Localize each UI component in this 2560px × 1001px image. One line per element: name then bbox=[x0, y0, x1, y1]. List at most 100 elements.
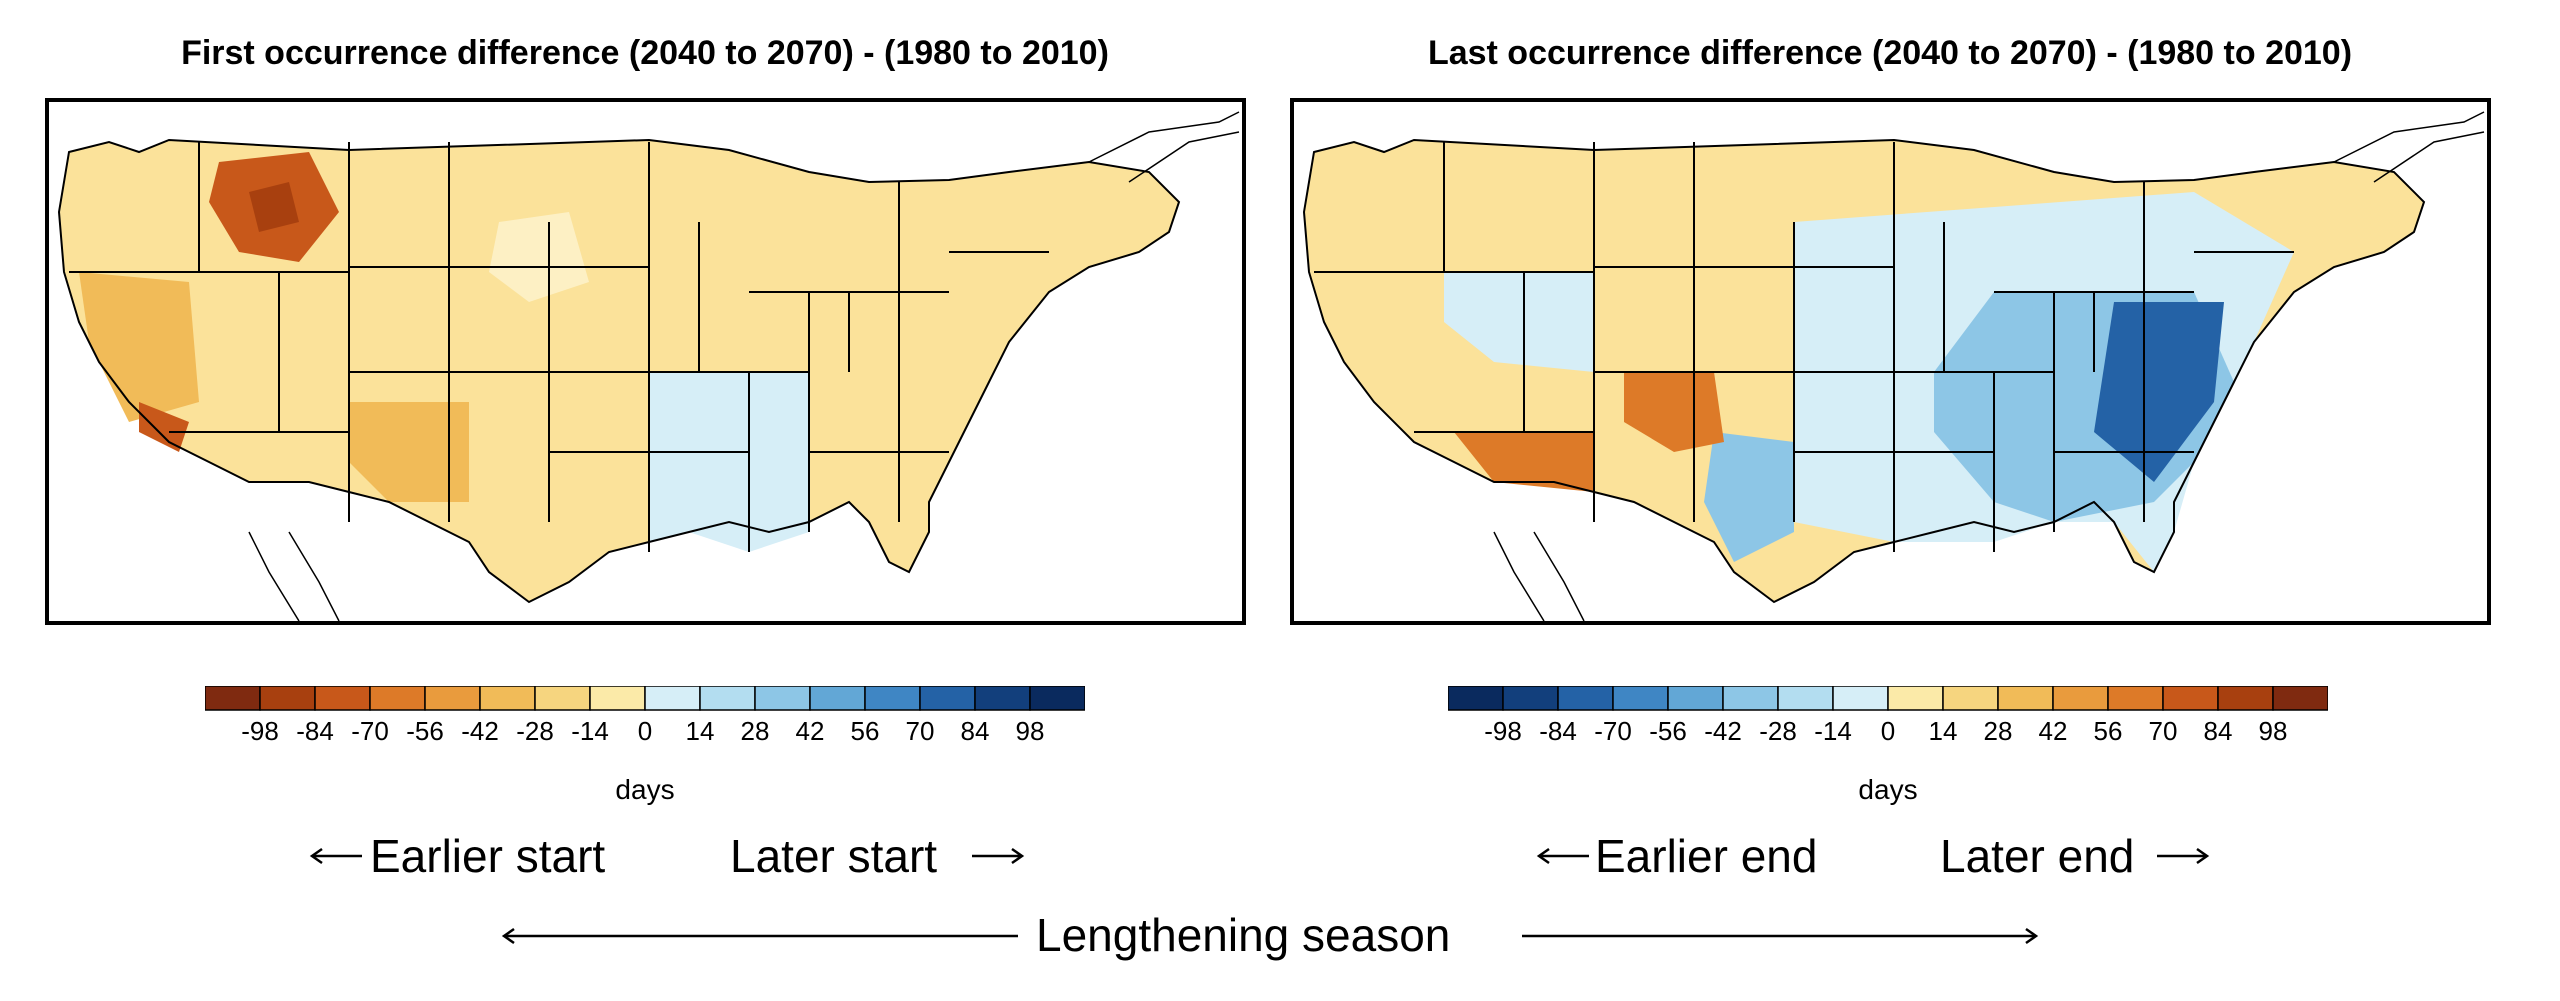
right-colorbar-swatch bbox=[1447, 685, 1504, 711]
left-colorbar-swatch bbox=[644, 685, 701, 711]
right-colorbar: -98 -84 -70 -56 -42 -28 -14 0 14 28 42 56 70 84 98 bbox=[1447, 685, 2329, 746]
left-map-outside-coast bbox=[248, 111, 1240, 621]
left-colorbar-swatch bbox=[589, 685, 646, 711]
lengthening-right-arrow-icon bbox=[1522, 927, 2039, 945]
left-later-label: Later start bbox=[730, 830, 938, 882]
right-colorbar-swatch bbox=[1832, 685, 1889, 711]
left-earlier-arrow-icon bbox=[309, 847, 362, 865]
right-colorbar-swatch bbox=[2217, 685, 2274, 711]
left-colorbar-svg: -98 -84 -70 -56 -42 -28 -14 0 14 28 42 56 70 84 98 bbox=[204, 685, 1086, 746]
right-colorbar-swatch bbox=[1777, 685, 1834, 711]
left-colorbar-swatch bbox=[809, 685, 866, 711]
right-map-outside-coast bbox=[1493, 111, 2485, 621]
left-colorbar-tick-label: 98 bbox=[1016, 716, 1045, 746]
left-panel-title: First occurrence difference (2040 to 207… bbox=[181, 34, 1109, 72]
lengthening-left-arrow-icon bbox=[501, 927, 1018, 945]
left-map-montana-dark bbox=[249, 182, 299, 232]
right-colorbar-tick-label: 70 bbox=[2149, 716, 2178, 746]
left-colorbar-swatch bbox=[919, 685, 976, 711]
left-colorbar-swatch bbox=[534, 685, 591, 711]
right-colorbar-tick-label: -56 bbox=[1649, 716, 1687, 746]
left-colorbar-tick-label: 42 bbox=[796, 716, 825, 746]
left-map-texas-mid bbox=[349, 402, 469, 502]
right-colorbar-swatch bbox=[1997, 685, 2054, 711]
left-colorbar-tick-label: 56 bbox=[851, 716, 880, 746]
left-colorbar-tick-label: 70 bbox=[906, 716, 935, 746]
left-map-fill-patches bbox=[79, 152, 809, 552]
left-map-california-mid bbox=[79, 272, 199, 422]
left-colorbar-tick-label: 14 bbox=[686, 716, 715, 746]
right-colorbar-swatch bbox=[2052, 685, 2109, 711]
right-colorbar-swatch bbox=[2107, 685, 2164, 711]
right-colorbar-swatch bbox=[2272, 685, 2329, 711]
left-colorbar-tick-label: 84 bbox=[961, 716, 990, 746]
right-colorbar-tick-label: 56 bbox=[2094, 716, 2123, 746]
left-map bbox=[45, 98, 1246, 625]
right-later-arrow-icon bbox=[2157, 847, 2210, 865]
right-map bbox=[1290, 98, 2491, 625]
right-colorbar-tick-label: -70 bbox=[1594, 716, 1632, 746]
right-map-texas-panhandle-orange bbox=[1624, 372, 1724, 452]
right-map-borders bbox=[1302, 138, 2426, 604]
right-colorbar-swatch bbox=[1612, 685, 1669, 711]
right-colorbar-tick-label: 28 bbox=[1984, 716, 2013, 746]
left-colorbar-tick-label: -84 bbox=[296, 716, 334, 746]
left-colorbar: -98 -84 -70 -56 -42 -28 -14 0 14 28 42 56 70 84 98 bbox=[204, 685, 1086, 746]
right-map-greatbasin-pale bbox=[1444, 272, 1594, 372]
right-colorbar-tick-label: -28 bbox=[1759, 716, 1797, 746]
left-colorbar-tick-label: 28 bbox=[741, 716, 770, 746]
left-colorbar-swatch bbox=[699, 685, 756, 711]
right-panel-title: Last occurrence difference (2040 to 2070… bbox=[1427, 34, 2353, 72]
left-map-borders bbox=[57, 138, 1181, 604]
left-colorbar-tick-label: -98 bbox=[241, 716, 279, 746]
right-colorbar-swatch bbox=[1722, 685, 1779, 711]
right-map-carolinas-strong bbox=[2094, 302, 2224, 482]
right-colorbar-tick-label: 98 bbox=[2259, 716, 2288, 746]
left-colorbar-swatch bbox=[479, 685, 536, 711]
left-colorbar-tick-label: -56 bbox=[406, 716, 444, 746]
right-colorbar-tick-label: 84 bbox=[2204, 716, 2233, 746]
left-map-socal-orange bbox=[139, 402, 189, 452]
left-colorbar-swatch bbox=[974, 685, 1031, 711]
left-colorbar-tick-label: -70 bbox=[351, 716, 389, 746]
right-map-texas-blue bbox=[1704, 432, 1794, 562]
left-colorbar-swatch bbox=[314, 685, 371, 711]
right-colorbar-swatch bbox=[1502, 685, 1559, 711]
left-later-arrow-icon bbox=[972, 847, 1025, 865]
left-colorbar-tick-label: -28 bbox=[516, 716, 554, 746]
right-earlier-arrow-icon bbox=[1536, 847, 1589, 865]
left-map-plains-pale bbox=[489, 212, 589, 302]
left-colorbar-unit: days bbox=[615, 774, 675, 805]
right-colorbar-tick-label: 0 bbox=[1881, 716, 1895, 746]
right-colorbar-svg: -98 -84 -70 -56 -42 -28 -14 0 14 28 42 56 70 84 98 bbox=[1447, 685, 2329, 746]
left-colorbar-tick-label: -14 bbox=[571, 716, 609, 746]
right-colorbar-tick-label: 42 bbox=[2039, 716, 2068, 746]
right-colorbar-tick-label: -84 bbox=[1539, 716, 1577, 746]
right-colorbar-swatch bbox=[1942, 685, 1999, 711]
left-colorbar-swatch bbox=[424, 685, 481, 711]
right-later-label: Later end bbox=[1940, 830, 2135, 882]
left-map-southeast-blue bbox=[649, 372, 809, 552]
left-colorbar-swatch bbox=[259, 685, 316, 711]
left-colorbar-swatch bbox=[1029, 685, 1086, 711]
right-colorbar-swatch bbox=[2162, 685, 2219, 711]
right-map-svg bbox=[1302, 111, 2485, 621]
lengthening-season-label: Lengthening season bbox=[1036, 909, 1451, 961]
left-colorbar-swatch bbox=[864, 685, 921, 711]
right-earlier-label: Earlier end bbox=[1595, 830, 1818, 882]
left-earlier-label: Earlier start bbox=[370, 830, 606, 882]
left-colorbar-swatch bbox=[754, 685, 811, 711]
right-colorbar-tick-label: -98 bbox=[1484, 716, 1522, 746]
right-colorbar-swatch bbox=[1887, 685, 1944, 711]
left-colorbar-tick-label: 0 bbox=[638, 716, 652, 746]
right-colorbar-swatch bbox=[1557, 685, 1614, 711]
left-map-svg bbox=[57, 111, 1240, 621]
right-map-southwest-orange bbox=[1454, 432, 1594, 492]
right-colorbar-swatch bbox=[1667, 685, 1724, 711]
right-colorbar-unit: days bbox=[1858, 774, 1918, 805]
left-colorbar-swatch bbox=[369, 685, 426, 711]
right-colorbar-tick-label: 14 bbox=[1929, 716, 1958, 746]
right-colorbar-tick-label: -14 bbox=[1814, 716, 1852, 746]
right-map-fill-patches bbox=[1444, 192, 2294, 572]
left-colorbar-tick-label: -42 bbox=[461, 716, 499, 746]
